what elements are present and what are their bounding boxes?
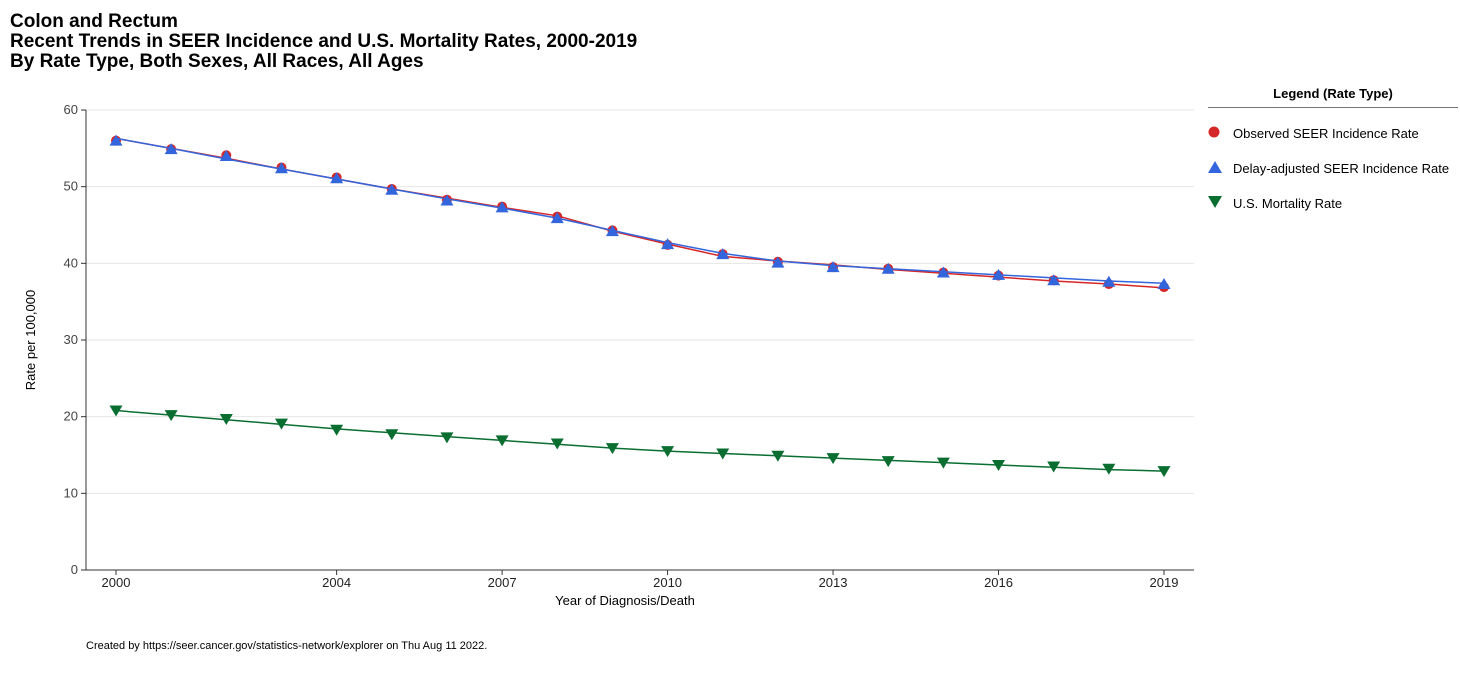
data-point[interactable] — [771, 256, 785, 268]
data-point[interactable] — [495, 435, 509, 447]
chart-title-subtitle: By Rate Type, Both Sexes, All Races, All… — [10, 51, 424, 72]
data-point[interactable] — [1157, 278, 1171, 290]
y-tick-label: 50 — [64, 179, 78, 194]
data-point[interactable] — [881, 262, 895, 274]
y-axis-label: Rate per 100,000 — [23, 290, 38, 390]
legend-item-observed[interactable]: Observed SEER Incidence Rate — [1208, 126, 1458, 161]
y-tick-label: 0 — [71, 562, 78, 577]
data-point[interactable] — [992, 459, 1006, 471]
data-point[interactable] — [385, 183, 399, 195]
data-point[interactable] — [716, 248, 730, 260]
y-tick-label: 30 — [64, 332, 78, 347]
legend-label-delay-adjusted: Delay-adjusted SEER Incidence Rate — [1233, 161, 1450, 176]
data-point[interactable] — [716, 448, 730, 460]
x-tick-label: 2000 — [102, 575, 131, 590]
blue-triangle-up-icon — [1208, 161, 1222, 173]
y-tick-label: 10 — [64, 485, 78, 500]
data-point[interactable] — [605, 225, 619, 237]
data-point[interactable] — [1047, 461, 1061, 473]
x-tick-label: 2004 — [322, 575, 351, 590]
x-tick-label: 2010 — [653, 575, 682, 590]
data-point[interactable] — [274, 418, 288, 430]
data-point[interactable] — [936, 457, 950, 469]
data-point[interactable] — [219, 413, 233, 425]
x-tick-label: 2013 — [819, 575, 848, 590]
axes: Rate per 100,000 Year of Diagnosis/Death — [23, 110, 1194, 608]
data-point[interactable] — [109, 134, 123, 146]
chart-title-site: Colon and Rectum — [10, 11, 178, 32]
data-point[interactable] — [330, 172, 344, 184]
series — [109, 134, 1171, 478]
data-point[interactable] — [495, 201, 509, 213]
data-point[interactable] — [661, 446, 675, 458]
y-tick-label: 40 — [64, 255, 78, 270]
data-point[interactable] — [936, 266, 950, 278]
green-triangle-down-icon — [1208, 196, 1222, 208]
data-point[interactable] — [274, 162, 288, 174]
data-point[interactable] — [826, 261, 840, 273]
x-tick-label: 2016 — [984, 575, 1013, 590]
data-point[interactable] — [1102, 275, 1116, 287]
legend-item-mortality[interactable]: U.S. Mortality Rate — [1208, 196, 1458, 231]
data-point[interactable] — [605, 443, 619, 455]
data-point[interactable] — [440, 194, 454, 206]
data-point[interactable] — [826, 453, 840, 465]
footer-credit: Created by https://seer.cancer.gov/stati… — [86, 640, 488, 652]
legend-title: Legend (Rate Type) — [1208, 86, 1458, 108]
series-mortality — [109, 405, 1171, 478]
data-point[interactable] — [881, 456, 895, 468]
grid-lines — [86, 109, 1194, 494]
series-delay-adjusted — [109, 134, 1171, 290]
legend: Legend (Rate Type) Observed SEER Inciden… — [1208, 86, 1458, 231]
x-tick-label: 2007 — [488, 575, 517, 590]
legend-label-mortality: U.S. Mortality Rate — [1233, 196, 1343, 211]
data-point[interactable] — [219, 150, 233, 161]
y-tick-label: 20 — [64, 409, 78, 424]
data-point[interactable] — [385, 429, 399, 441]
data-point[interactable] — [440, 432, 454, 444]
series-observed — [111, 135, 1169, 293]
data-point[interactable] — [109, 405, 123, 417]
legend-label-observed: Observed SEER Incidence Rate — [1233, 126, 1419, 141]
chart-titles: Colon and Rectum Recent Trends in SEER I… — [10, 12, 637, 72]
y-tick-label: 60 — [64, 102, 78, 117]
data-point[interactable] — [992, 268, 1006, 280]
data-point[interactable] — [1047, 274, 1061, 286]
data-point[interactable] — [164, 143, 178, 155]
data-point[interactable] — [330, 424, 344, 436]
trend-line — [115, 137, 1165, 285]
legend-item-delay-adjusted[interactable]: Delay-adjusted SEER Incidence Rate — [1208, 161, 1458, 196]
data-point[interactable] — [550, 212, 564, 224]
data-point[interactable] — [164, 410, 178, 422]
trend-line — [115, 409, 1165, 472]
x-axis-label: Year of Diagnosis/Death — [555, 593, 695, 608]
chart-title-main: Recent Trends in SEER Incidence and U.S.… — [10, 31, 638, 52]
trend-line — [115, 137, 1165, 289]
data-point[interactable] — [661, 238, 675, 250]
data-point[interactable] — [550, 438, 564, 450]
data-point[interactable] — [771, 450, 785, 462]
data-point[interactable] — [1157, 466, 1171, 478]
tick-labels: 0 10 20 30 40 50 60 2000 2004 2007 2010 2013 2016 201… — [64, 102, 1179, 590]
data-point[interactable] — [1102, 463, 1116, 475]
red-circle-icon — [1208, 126, 1220, 138]
x-tick-label: 2019 — [1150, 575, 1179, 590]
